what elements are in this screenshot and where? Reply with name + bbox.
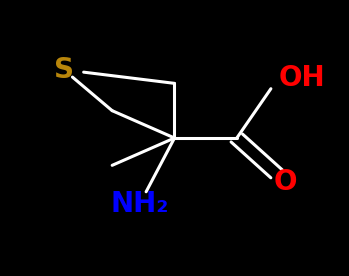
Text: OH: OH xyxy=(279,64,325,92)
Text: O: O xyxy=(274,168,297,196)
Text: S: S xyxy=(54,56,74,84)
Text: NH₂: NH₂ xyxy=(111,190,169,217)
